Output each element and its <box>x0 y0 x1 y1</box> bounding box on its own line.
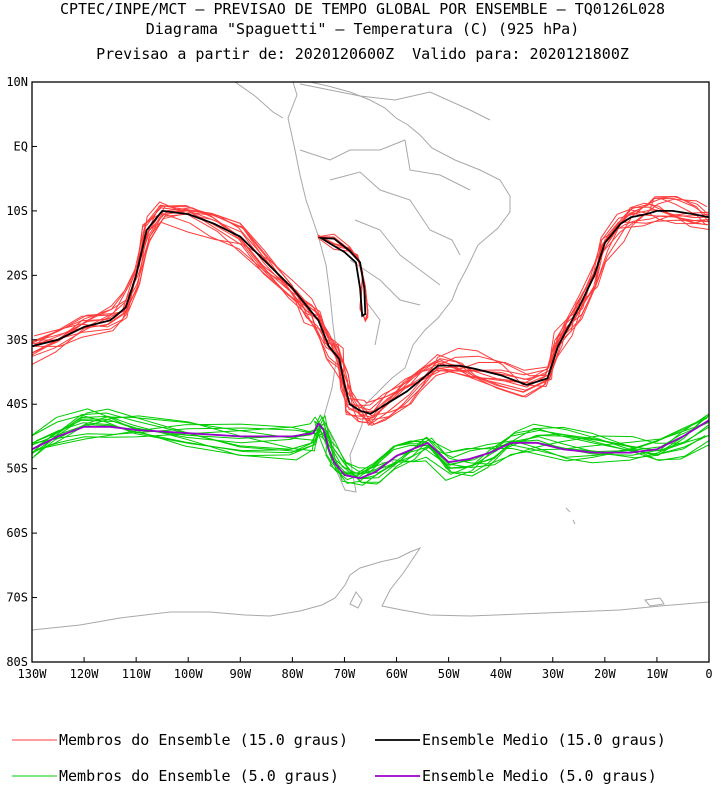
x-tick-label: 120W <box>70 667 100 681</box>
ensemble-member-line <box>32 415 709 480</box>
ensemble-member-line <box>32 210 709 411</box>
y-tick-label: 50S <box>6 462 28 476</box>
x-tick-label: 50W <box>438 667 460 681</box>
legend-label: Ensemble Medio (15.0 graus) <box>422 731 666 749</box>
ensemble-mean-line <box>32 419 709 480</box>
ensemble-member-line <box>33 209 708 418</box>
y-tick-label: 40S <box>6 397 28 411</box>
country-borders <box>299 139 471 346</box>
chart-title-line-3: Previsao a partir de: 2020120600Z Valido… <box>96 45 629 63</box>
x-tick-label: 0 <box>705 667 712 681</box>
ensemble-member-line <box>32 414 709 475</box>
plot-frame <box>31 81 710 663</box>
ensemble-member-line <box>35 415 709 485</box>
y-tick-label: 10N <box>6 75 28 89</box>
x-tick-label: 130W <box>18 667 48 681</box>
y-tick-label: 70S <box>6 591 28 605</box>
ensemble-member-line <box>32 414 708 484</box>
ensemble-member-line <box>32 196 708 421</box>
ensemble-member-line <box>32 414 709 483</box>
legend-label: Membros do Ensemble (5.0 graus) <box>59 767 339 785</box>
x-tick-label: 70W <box>334 667 356 681</box>
central-america-coastline <box>234 82 491 121</box>
x-tick-label: 80W <box>282 667 304 681</box>
antarctica-coastline <box>32 546 709 631</box>
ensemble-mean-line <box>32 210 709 415</box>
ensemble-member-line <box>32 196 709 426</box>
south-america-coastline <box>287 82 511 493</box>
y-tick-label: 60S <box>6 526 28 540</box>
y-tick-label: 30S <box>6 333 28 347</box>
x-tick-label: 100W <box>174 667 204 681</box>
legend-label: Membros do Ensemble (15.0 graus) <box>59 731 348 749</box>
coastline-map <box>32 82 709 631</box>
chart-title-line-1: CPTEC/INPE/MCT — PREVISAO DE TEMPO GLOBA… <box>59 0 666 18</box>
x-tick-label: 60W <box>386 667 408 681</box>
x-tick-label: 110W <box>122 667 152 681</box>
x-tick-label: 40W <box>490 667 512 681</box>
legend-label: Ensemble Medio (5.0 graus) <box>422 767 657 785</box>
y-tick-label: 10S <box>6 204 28 218</box>
ensemble-member-line <box>33 408 709 478</box>
x-tick-label: 90W <box>229 667 251 681</box>
y-tick-label: 80S <box>6 655 28 669</box>
x-tick-label: 30W <box>542 667 564 681</box>
andes-mean-contour <box>317 236 367 318</box>
x-tick-label: 20W <box>594 667 616 681</box>
y-tick-label: EQ <box>14 139 28 153</box>
andes-member-contour <box>317 235 369 322</box>
ensemble-member-line <box>34 417 708 479</box>
chart-title-line-2: Diagrama "Spaguetti" — Temperatura (C) (… <box>145 20 580 38</box>
ensemble-member-line <box>32 202 709 424</box>
x-tick-label: 10W <box>646 667 668 681</box>
y-tick-label: 20S <box>6 268 28 282</box>
ensemble-member-line <box>32 198 708 417</box>
legend: Membros do Ensemble (15.0 graus) Ensemble… <box>12 731 666 785</box>
